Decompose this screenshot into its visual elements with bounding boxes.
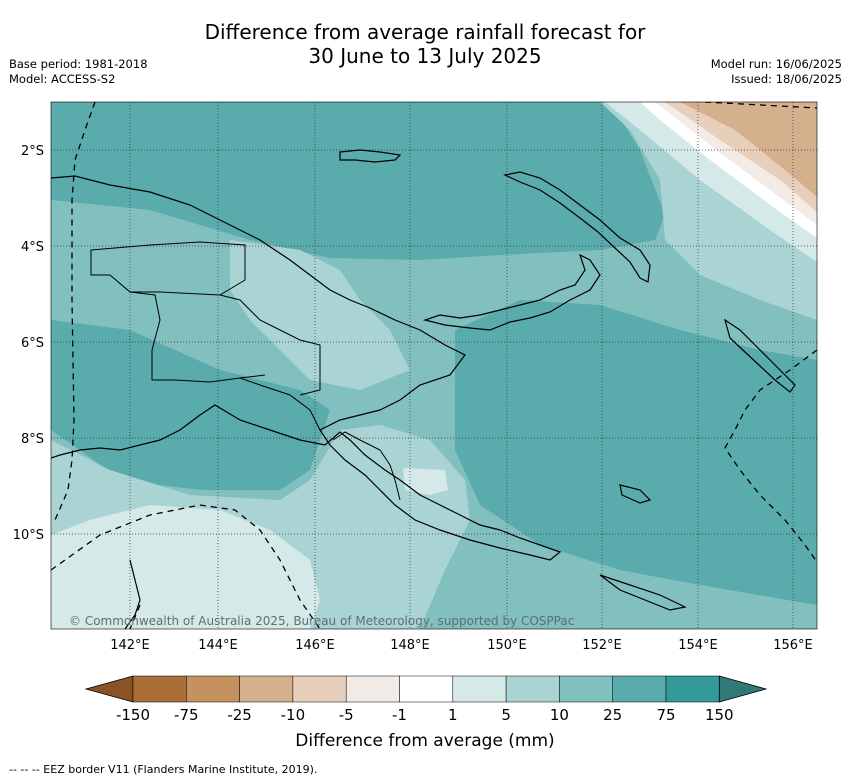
- border-highlands: [219, 294, 321, 396]
- colorbar-tick-label: -25: [227, 706, 252, 724]
- field-east-band-light: [605, 102, 817, 262]
- colorbar-tick-label: -75: [174, 706, 199, 724]
- field-east-wet: [455, 300, 817, 605]
- lat-tick-label: 2°S: [21, 144, 44, 159]
- issued-date: Issued: 18/06/2025: [731, 72, 842, 86]
- rainfall-field: [51, 102, 817, 629]
- map-title: Difference from average rainfall forecas…: [0, 20, 850, 68]
- manus-coast: [339, 149, 402, 163]
- field-north-wet: [51, 102, 665, 260]
- lat-tick-label: 4°S: [21, 240, 44, 255]
- provincial-borders: [90, 241, 401, 501]
- colorbar-segment: [345, 675, 400, 703]
- colorbar-segment: [505, 675, 560, 703]
- lon-tick-label: 154°E: [678, 638, 718, 653]
- lon-tick-label: 150°E: [487, 638, 527, 653]
- eez-borders: [51, 102, 817, 629]
- colorbar-segment: [292, 675, 347, 703]
- title-line-2: 30 June to 13 July 2025: [308, 44, 542, 68]
- colorbar-tick-label: -5: [339, 706, 354, 724]
- bougainville-coast: [723, 318, 796, 393]
- colorbar-tick-label: 25: [603, 706, 622, 724]
- coastlines: [51, 149, 796, 629]
- colorbar-tick-label: 150: [705, 706, 734, 724]
- colorbar-segment: [452, 675, 507, 703]
- colorbar-title: Difference from average (mm): [295, 731, 555, 751]
- border-west-sepik-south: [129, 291, 266, 383]
- lon-tick-label: 152°E: [582, 638, 622, 653]
- copyright-notice: © Commonwealth of Australia 2025, Bureau…: [69, 614, 575, 628]
- field-dry-3: [680, 102, 817, 197]
- title-line-1: Difference from average rainfall forecas…: [204, 20, 646, 44]
- new-britain-coast: [422, 253, 601, 331]
- colorbar-segment: [559, 675, 613, 703]
- lat-tick-label: 10°S: [13, 528, 44, 543]
- colorbar-segment: [399, 675, 454, 703]
- border-central: [332, 431, 401, 501]
- colorbar-tick-label: 75: [656, 706, 675, 724]
- colorbar-tick-label: -10: [281, 706, 306, 724]
- lat-tick-label: 8°S: [21, 432, 44, 447]
- colorbar-segment: [239, 675, 294, 703]
- colorbar-tick-label: 5: [501, 706, 511, 724]
- new-ireland-coast: [503, 171, 651, 283]
- colorbar-segment: [665, 675, 720, 703]
- colorbar: -150 -75 -25 -10 -5 -1 1 5 10 25 75 150: [84, 675, 768, 724]
- lat-tick-labels: 2°S 4°S 6°S 8°S 10°S: [13, 144, 44, 543]
- lon-tick-label: 148°E: [390, 638, 430, 653]
- gridlines: [51, 102, 817, 629]
- colorbar-tick-label: 1: [448, 706, 458, 724]
- field-southwest-wet: [51, 320, 330, 490]
- lon-tick-label: 146°E: [295, 638, 335, 653]
- colorbar-extend-low: [84, 675, 134, 703]
- eez-legend-note: -- -- -- EEZ border V11 (Flanders Marine…: [9, 763, 318, 776]
- colorbar-tick-label: -1: [392, 706, 407, 724]
- colorbar-segment: [612, 675, 667, 703]
- eez-south: [51, 504, 321, 629]
- lon-tick-label: 144°E: [198, 638, 238, 653]
- border-gulf: [239, 377, 321, 431]
- meta-right: Model run: 16/06/2025 Issued: 18/06/2025: [711, 57, 842, 87]
- map-frame: [50, 101, 818, 630]
- australia-cape-york-coast: [124, 559, 141, 629]
- eez-west: [54, 102, 96, 521]
- colorbar-segment: [132, 675, 187, 703]
- colorbar-tick-label: -150: [116, 706, 150, 724]
- model-name: Model: ACCESS-S2: [9, 72, 116, 86]
- field-east-band-white: [640, 102, 817, 238]
- field-southwest-lighter: [51, 505, 320, 629]
- louisiade-coast: [599, 574, 687, 611]
- colorbar-tick-label: 10: [550, 706, 569, 724]
- colorbar-segment: [186, 675, 240, 703]
- lon-tick-label: 156°E: [773, 638, 813, 653]
- model-run: Model run: 16/06/2025: [710, 57, 842, 71]
- field-inland-lighter: [403, 468, 448, 495]
- base-period: Base period: 1981-2018: [9, 57, 148, 71]
- lon-tick-labels: 142°E 144°E 146°E 148°E 150°E 152°E 154°E 156°E: [110, 638, 813, 653]
- eez-south-west: [129, 604, 141, 629]
- meta-left: Base period: 1981-2018 Model: ACCESS-S2: [9, 57, 148, 87]
- colorbar-extend-high: [718, 675, 768, 703]
- lat-tick-label: 6°S: [21, 336, 44, 351]
- eez-east: [724, 349, 817, 563]
- png-mainland-coast: [51, 175, 562, 561]
- lon-tick-label: 142°E: [110, 638, 150, 653]
- field-central-light: [230, 240, 410, 390]
- eez-northeast: [704, 102, 817, 109]
- southern-islands-coast: [619, 484, 652, 504]
